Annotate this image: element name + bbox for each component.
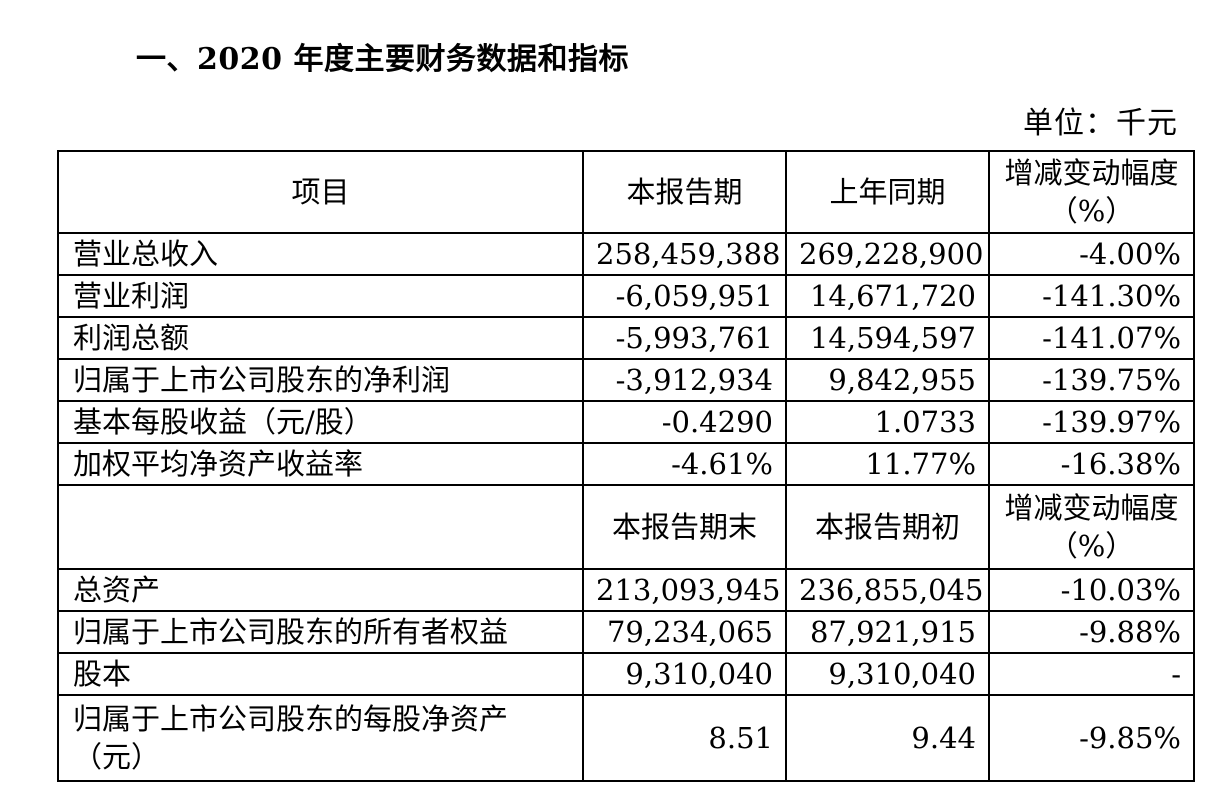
cell-change: -10.03% [988,568,1195,612]
table-header-row: 项目 本报告期 上年同期 增减变动幅度（%） [57,150,1195,234]
cell-current: 258,459,388 [582,232,787,276]
cell-change: -16.38% [988,442,1195,486]
cell-prior: 269,228,900 [785,232,990,276]
cell-period-end: 9,310,040 [582,652,787,696]
table-row: 归属于上市公司股东的所有者权益 79,234,065 87,921,915 -9… [57,610,1195,654]
cell-current: -4.61% [582,442,787,486]
cell-current: -5,993,761 [582,316,787,360]
cell-prior: 9,842,955 [785,358,990,402]
row-label: 归属于上市公司股东的所有者权益 [57,610,584,654]
row-label: 总资产 [57,568,584,612]
header-prior-year-period: 上年同期 [785,150,990,234]
cell-prior: 14,671,720 [785,274,990,318]
section-heading: 一、2020 年度主要财务数据和指标 [136,42,629,77]
row-label: 营业总收入 [57,232,584,276]
row-label: 营业利润 [57,274,584,318]
table-subheader-row: 本报告期末 本报告期初 增减变动幅度（%） [57,484,1195,570]
cell-change: -139.75% [988,358,1195,402]
subheader-period-end: 本报告期末 [582,484,787,570]
row-label: 利润总额 [57,316,584,360]
table-row: 股本 9,310,040 9,310,040 - [57,652,1195,696]
cell-current: -6,059,951 [582,274,787,318]
table-row: 营业利润 -6,059,951 14,671,720 -141.30% [57,274,1195,318]
cell-period-start: 9,310,040 [785,652,990,696]
cell-period-end: 8.51 [582,694,787,782]
cell-change: -9.88% [988,610,1195,654]
table-row: 营业总收入 258,459,388 269,228,900 -4.00% [57,232,1195,276]
cell-period-start: 9.44 [785,694,990,782]
cell-prior: 1.0733 [785,400,990,444]
row-label: 基本每股收益（元/股） [57,400,584,444]
row-label: 股本 [57,652,584,696]
cell-period-start: 236,855,045 [785,568,990,612]
cell-change: -141.30% [988,274,1195,318]
cell-period-end: 79,234,065 [582,610,787,654]
cell-period-start: 87,921,915 [785,610,990,654]
subheader-period-start: 本报告期初 [785,484,990,570]
cell-change: - [988,652,1195,696]
table-row: 归属于上市公司股东的净利润 -3,912,934 9,842,955 -139.… [57,358,1195,402]
cell-change: -4.00% [988,232,1195,276]
cell-change: -9.85% [988,694,1195,782]
table-row: 总资产 213,093,945 236,855,045 -10.03% [57,568,1195,612]
header-change-rate: 增减变动幅度（%） [988,150,1195,234]
row-label: 归属于上市公司股东的每股净资产（元） [57,694,584,782]
table-row: 加权平均净资产收益率 -4.61% 11.77% -16.38% [57,442,1195,486]
unit-label: 单位：千元 [1023,106,1178,141]
row-label: 加权平均净资产收益率 [57,442,584,486]
cell-prior: 11.77% [785,442,990,486]
table-row: 归属于上市公司股东的每股净资产（元） 8.51 9.44 -9.85% [57,694,1195,782]
header-item: 项目 [57,150,584,234]
row-label: 归属于上市公司股东的净利润 [57,358,584,402]
cell-period-end: 213,093,945 [582,568,787,612]
table-row: 利润总额 -5,993,761 14,594,597 -141.07% [57,316,1195,360]
cell-change: -139.97% [988,400,1195,444]
header-current-period: 本报告期 [582,150,787,234]
cell-current: -0.4290 [582,400,787,444]
table-row: 基本每股收益（元/股） -0.4290 1.0733 -139.97% [57,400,1195,444]
subheader-blank [57,484,584,570]
cell-prior: 14,594,597 [785,316,990,360]
subheader-change-rate: 增减变动幅度（%） [988,484,1195,570]
cell-change: -141.07% [988,316,1195,360]
financial-data-table: 项目 本报告期 上年同期 增减变动幅度（%） 营业总收入 258,459,388… [57,150,1195,782]
cell-current: -3,912,934 [582,358,787,402]
